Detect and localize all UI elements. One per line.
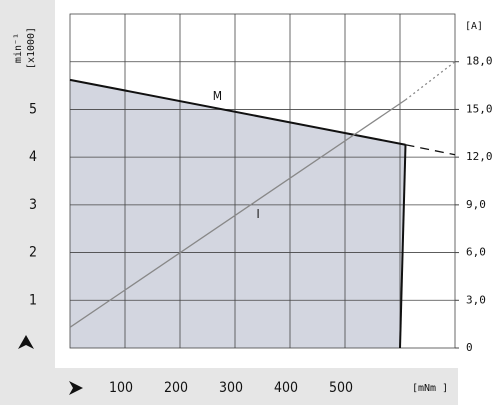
x-tick-label: 200	[164, 380, 188, 396]
x-axis-label: [mNm ]	[412, 383, 448, 394]
series-line	[405, 61, 456, 101]
y2-tick-label: 9,0	[466, 198, 486, 211]
y2-tick-label: 3,0	[466, 293, 486, 306]
limit-line	[399, 144, 407, 349]
series-line	[69, 78, 406, 146]
y-tick-label: 2	[29, 245, 37, 261]
x-tick-label: 400	[274, 380, 298, 396]
plot-border	[69, 13, 456, 349]
y-tick-label: 5	[29, 101, 37, 117]
annotation: I	[257, 207, 260, 221]
x-tick-label: 100	[109, 380, 133, 396]
y2-axis-label: [A]	[465, 21, 483, 32]
y2-tick-label: 18,0	[466, 55, 493, 68]
y2-tick-label: 15,0	[466, 102, 493, 115]
series-line	[405, 144, 456, 156]
y-axis-label: min⁻¹	[13, 33, 24, 63]
x-arrow	[69, 381, 83, 395]
x-tick-label: 300	[219, 380, 243, 396]
y2-tick-label: 6,0	[466, 246, 486, 259]
y-axis-unit: [x1000]	[26, 27, 37, 69]
y-tick-label: 3	[29, 197, 37, 213]
y-tick-label: 4	[29, 149, 37, 165]
y2-tick-label: 12,0	[466, 150, 493, 163]
y2-tick-label: 0	[466, 341, 473, 354]
y-tick-label: 1	[29, 292, 37, 308]
left-panel	[0, 0, 55, 405]
annotation: M	[213, 89, 222, 103]
y-arrow	[18, 335, 34, 349]
series-line	[69, 99, 406, 328]
x-tick-label: 500	[329, 380, 353, 396]
